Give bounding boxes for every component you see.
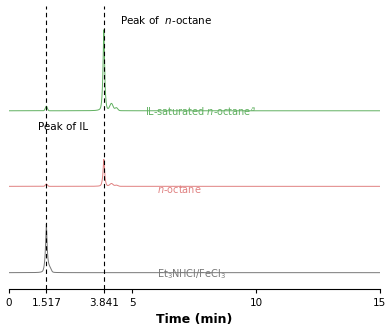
Text: Et$_3$NHCl/FeCl$_3$: Et$_3$NHCl/FeCl$_3$ xyxy=(157,267,226,281)
Text: Peak of IL: Peak of IL xyxy=(38,123,89,132)
Text: Peak of  $n$-octane: Peak of $n$-octane xyxy=(120,14,212,26)
Text: $n$-octane: $n$-octane xyxy=(157,183,202,195)
X-axis label: Time (min): Time (min) xyxy=(156,313,232,326)
Text: IL-saturated $n$-octane$^a$: IL-saturated $n$-octane$^a$ xyxy=(145,106,256,118)
